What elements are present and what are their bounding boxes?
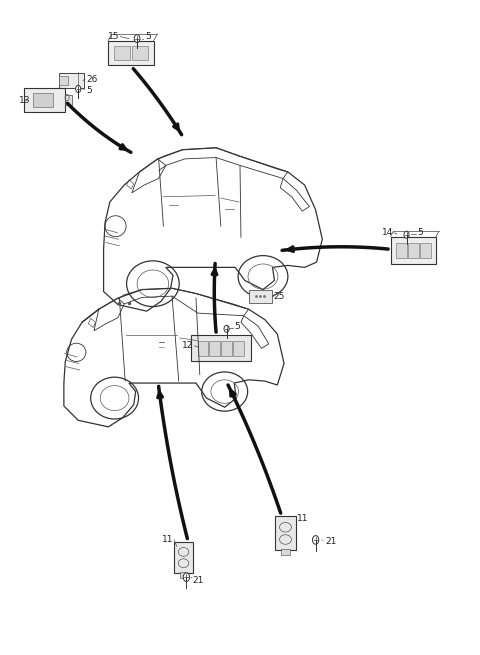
Bar [221, 341, 232, 356]
Text: 11: 11 [161, 535, 173, 544]
Text: 15: 15 [108, 32, 120, 41]
Bar [59, 73, 84, 88]
Bar [108, 41, 154, 66]
Bar [209, 341, 220, 356]
Text: 12: 12 [182, 341, 193, 350]
Circle shape [76, 85, 81, 92]
Bar [174, 542, 193, 573]
Circle shape [224, 326, 229, 332]
Bar [396, 243, 407, 258]
Bar [59, 76, 68, 84]
Text: 5: 5 [234, 322, 240, 331]
Bar [391, 236, 436, 264]
Bar [191, 335, 251, 362]
Bar [180, 572, 187, 578]
Text: 26: 26 [86, 75, 97, 84]
Text: 21: 21 [192, 576, 204, 585]
Bar [233, 341, 244, 356]
Bar [281, 550, 290, 555]
Text: 14: 14 [382, 228, 393, 237]
Circle shape [183, 573, 190, 582]
Circle shape [312, 536, 319, 544]
Text: 5: 5 [417, 228, 423, 237]
Bar [65, 95, 72, 105]
Bar [249, 290, 272, 303]
Text: 5: 5 [145, 32, 151, 41]
Bar [132, 46, 148, 60]
Bar [114, 46, 130, 60]
Bar [275, 516, 296, 550]
Circle shape [404, 231, 409, 238]
Text: 25: 25 [274, 291, 285, 301]
Bar [408, 243, 419, 258]
Bar [198, 341, 208, 356]
Text: 5: 5 [86, 86, 92, 95]
Circle shape [134, 35, 140, 43]
Bar [33, 92, 53, 107]
Bar [24, 88, 65, 113]
Bar [420, 243, 431, 258]
Text: 21: 21 [325, 537, 336, 546]
Text: 11: 11 [297, 514, 308, 523]
Text: 13: 13 [19, 96, 30, 105]
